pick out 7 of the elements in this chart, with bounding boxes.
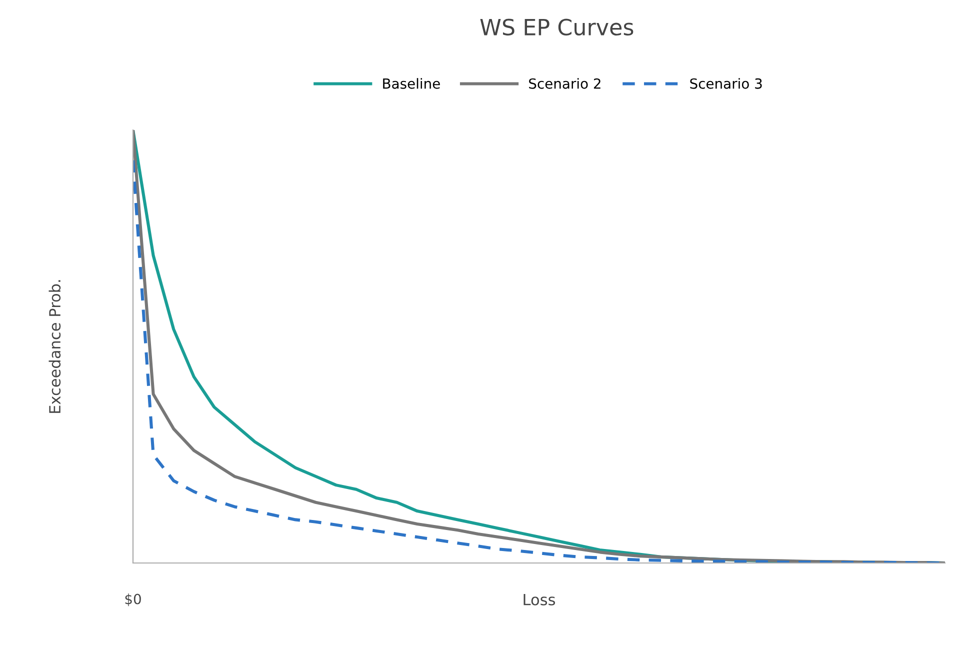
y-axis-title: Exceedance Prob. xyxy=(48,280,61,413)
legend-label: Scenario 3 xyxy=(690,78,762,89)
x-axis-title: Loss xyxy=(524,594,556,606)
legend-label: Scenario 2 xyxy=(529,78,600,89)
text: $0 xyxy=(125,594,141,606)
legend-label: Baseline xyxy=(383,78,440,89)
chart-title: WS EP Curves xyxy=(480,18,634,36)
